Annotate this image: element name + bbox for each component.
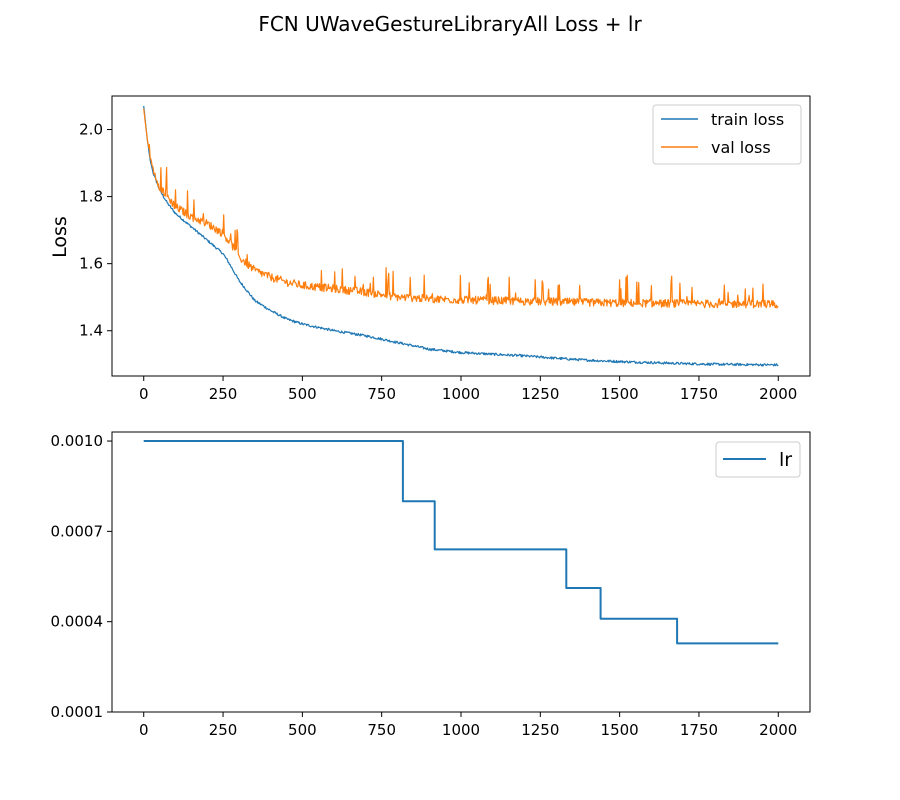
loss-y-axis-label: Loss	[49, 216, 71, 258]
loss-y-tick-label: 2.0	[79, 121, 103, 139]
lr-legend: lr	[715, 441, 801, 478]
lr-x-tick-label: 0	[139, 721, 149, 739]
lr-x-tick-label: 250	[209, 721, 238, 739]
loss-x-tick-label: 1500	[601, 385, 639, 403]
lr-axes-frame	[111, 431, 811, 713]
loss-x-tick-label: 250	[209, 385, 238, 403]
loss-legend: train loss val loss	[652, 104, 802, 165]
val-loss-legend-label: val loss	[711, 138, 771, 157]
loss-y-tick-label: 1.4	[79, 322, 103, 340]
loss-series-lines	[143, 105, 779, 367]
loss-x-tick-label: 0	[139, 385, 149, 403]
lr-x-tick-label: 2000	[759, 721, 797, 739]
lr-x-tick-label: 1750	[680, 721, 718, 739]
lr-y-tick-label: 0.0001	[51, 703, 104, 721]
loss-series-val-loss	[143, 108, 779, 309]
lr-x-tick-label: 1250	[521, 721, 559, 739]
lr-y-axis: 0.0001 0.0004 0.0007 0.0010	[51, 432, 112, 721]
loss-panel: Loss 0 250 500 750 1000 1250 1500 1750 20001.41.…	[49, 95, 811, 403]
figure-title: FCN UWaveGestureLibraryAll Loss + lr	[258, 12, 642, 36]
lr-y-tick-label: 0.0007	[51, 522, 104, 540]
train-loss-legend-label: train loss	[711, 110, 784, 129]
lr-x-axis: 0 250 500 750 1000 1250 1500 1750 2000	[139, 712, 797, 739]
loss-y-tick-label: 1.6	[79, 255, 103, 273]
lr-panel: 0 250 500 750 1000 1250 1500 1750 20000.00010.00…	[51, 431, 811, 739]
loss-x-tick-label: 750	[367, 385, 396, 403]
loss-y-axis: 1.4 1.6 1.8 2.0	[79, 121, 112, 340]
loss-plot-area: 0 250 500 750 1000 1250 1500 1750 2000 1.4 1.6 1.8 2…	[79, 95, 811, 403]
loss-x-tick-label: 1750	[680, 385, 718, 403]
lr-legend-label: lr	[779, 449, 792, 471]
lr-series-lr	[143, 440, 779, 645]
loss-series-train-loss	[143, 105, 779, 367]
lr-y-tick-label: 0.0010	[51, 432, 104, 450]
loss-x-tick-label: 2000	[759, 385, 797, 403]
lr-x-tick-label: 500	[288, 721, 317, 739]
lr-x-tick-label: 1500	[601, 721, 639, 739]
lr-x-tick-label: 750	[367, 721, 396, 739]
loss-x-tick-label: 500	[288, 385, 317, 403]
loss-x-axis: 0 250 500 750 1000 1250 1500 1750 2000	[139, 376, 797, 403]
loss-y-tick-label: 1.8	[79, 188, 103, 206]
loss-x-tick-label: 1250	[521, 385, 559, 403]
lr-plot-area: 0 250 500 750 1000 1250 1500 1750 20000.00010.00…	[51, 431, 811, 739]
lr-y-tick-label: 0.0004	[51, 613, 104, 631]
lr-x-tick-label: 1000	[442, 721, 480, 739]
lr-series-lines	[143, 440, 779, 645]
loss-x-tick-label: 1000	[442, 385, 480, 403]
